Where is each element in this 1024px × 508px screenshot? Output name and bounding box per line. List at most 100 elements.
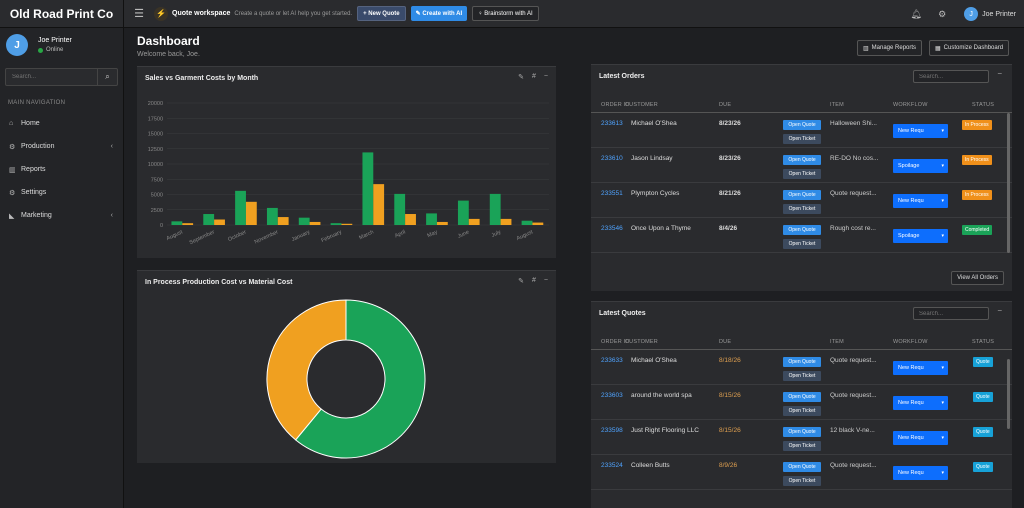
sidebar-item-home[interactable]: ⌂ Home <box>0 112 123 135</box>
open-ticket-button[interactable]: Open Ticket <box>783 406 821 416</box>
minimize-icon[interactable]: − <box>543 73 548 80</box>
new-quote-button[interactable]: + New Quote <box>357 6 406 21</box>
orders-scrollbar[interactable] <box>1007 113 1010 253</box>
sidebar-item-production[interactable]: ⚙ Production ‹ <box>0 135 123 158</box>
quotes-scrollbar[interactable] <box>1007 359 1010 429</box>
bar-series-2 <box>309 221 321 225</box>
sales-chart-title: Sales vs Garment Costs by Month <box>145 75 259 82</box>
open-quote-button[interactable]: Open Quote <box>783 190 821 200</box>
workflow-select[interactable]: New Requ ▾ <box>893 361 948 375</box>
order-id-link[interactable]: 233613 <box>601 120 623 127</box>
workflow-select[interactable]: New Requ ▾ <box>893 396 948 410</box>
x-tick-label: June <box>457 229 470 239</box>
open-ticket-button[interactable]: Open Ticket <box>783 239 821 249</box>
open-quote-button[interactable]: Open Quote <box>783 155 821 165</box>
open-ticket-button[interactable]: Open Ticket <box>783 169 821 179</box>
open-quote-button[interactable]: Open Quote <box>783 462 821 472</box>
customize-dashboard-button[interactable]: ▦ Customize Dashboard <box>929 40 1010 56</box>
brainstorm-ai-button[interactable]: ♀ Brainstorm with AI <box>472 6 539 21</box>
x-tick-label: November <box>254 229 280 245</box>
pin-icon[interactable]: # <box>532 277 536 284</box>
chevron-left-icon: ‹ <box>110 212 113 219</box>
brand-logo[interactable]: Old Road Print Co <box>0 0 124 28</box>
workflow-select[interactable]: New Requ ▾ <box>893 466 948 480</box>
order-id-link[interactable]: 233524 <box>601 462 623 469</box>
bar-series-1 <box>330 223 342 225</box>
y-tick-label: 20000 <box>148 101 163 107</box>
minimize-icon[interactable]: − <box>543 277 548 284</box>
create-with-ai-button[interactable]: ✎ Create with AI <box>410 6 468 21</box>
workflow-value: Spoilage <box>898 163 920 169</box>
order-id-link[interactable]: 233551 <box>601 190 623 197</box>
open-quote-button[interactable]: Open Quote <box>783 392 821 402</box>
workflow-value: Spoilage <box>898 233 920 239</box>
open-ticket-button[interactable]: Open Ticket <box>783 476 821 486</box>
chevron-down-icon: ▾ <box>941 435 944 441</box>
user-avatar[interactable]: J <box>964 7 979 21</box>
workflow-select[interactable]: New Requ ▾ <box>893 194 948 208</box>
order-id-link[interactable]: 233610 <box>601 155 623 162</box>
order-id-link[interactable]: 233603 <box>601 392 623 399</box>
settings-icon[interactable]: ⚙ <box>938 8 947 19</box>
avatar: J <box>6 34 28 56</box>
main-content: Dashboard Welcome back, Joe. ▥ Manage Rep… <box>124 28 1024 508</box>
item-description: Rough cost re... <box>830 225 876 232</box>
sidebar-item-reports[interactable]: ▥ Reports <box>0 158 123 181</box>
open-ticket-button[interactable]: Open Ticket <box>783 134 821 144</box>
item-description: Halloween Shi... <box>830 120 877 127</box>
chart-icon: ▥ <box>863 45 869 52</box>
table-row: 233633 Michael O'Shea 8/18/26 Open Quote Ope… <box>591 350 1012 385</box>
bar-series-2 <box>405 214 416 225</box>
item-description: 12 black V-ne... <box>830 427 875 434</box>
manage-reports-button[interactable]: ▥ Manage Reports <box>857 40 923 56</box>
col-order-id: ORDER ID <box>601 102 630 108</box>
open-ticket-button[interactable]: Open Ticket <box>783 441 821 451</box>
sales-chart-card: Sales vs Garment Costs by Month ✎ # − 0 250… <box>137 66 556 258</box>
open-quote-button[interactable]: Open Quote <box>783 120 821 130</box>
open-ticket-button[interactable]: Open Ticket <box>783 371 821 381</box>
workflow-select[interactable]: Spoilage ▾ <box>893 229 948 243</box>
orders-search-input[interactable] <box>913 70 989 83</box>
sidebar-item-settings[interactable]: ⚙ Settings <box>0 181 123 204</box>
bell-icon[interactable]: 🔔︎ <box>910 8 922 19</box>
sidebar-item-label: Home <box>21 120 40 127</box>
open-ticket-button[interactable]: Open Ticket <box>783 204 821 214</box>
customer-name: Plympton Cycles <box>631 190 680 197</box>
bar-series-1 <box>521 220 533 225</box>
donut-chart-card: In Process Production Cost vs Material C… <box>137 270 556 463</box>
minimize-icon[interactable]: − <box>997 69 1002 78</box>
customer-name: Colleen Butts <box>631 462 670 469</box>
status-badge: Quote <box>973 392 993 402</box>
menu-toggle-icon[interactable]: ☰ <box>134 8 144 20</box>
table-row: 233524 Colleen Butts 8/9/26 Open Quote Open … <box>591 455 1012 490</box>
edit-icon[interactable]: ✎ <box>518 278 524 285</box>
edit-icon[interactable]: ✎ <box>518 74 524 81</box>
col-order-id: ORDER ID <box>601 339 630 345</box>
header-divider <box>591 349 1012 350</box>
user-name[interactable]: Joe Printer <box>982 10 1016 18</box>
status-badge: Completed <box>962 225 993 235</box>
sidebar-search-input[interactable] <box>6 69 97 85</box>
workflow-select[interactable]: New Requ ▾ <box>893 431 948 445</box>
workflow-select[interactable]: Spoilage ▾ <box>893 159 948 173</box>
search-icon[interactable]: ⌕ <box>97 69 117 85</box>
minimize-icon[interactable]: − <box>997 306 1002 315</box>
order-id-link[interactable]: 233633 <box>601 357 623 364</box>
order-id-link[interactable]: 233598 <box>601 427 623 434</box>
due-date: 8/18/26 <box>719 357 741 364</box>
y-tick-label: 2500 <box>151 208 163 214</box>
open-quote-button[interactable]: Open Quote <box>783 357 821 367</box>
pin-icon[interactable]: # <box>532 73 536 80</box>
open-quote-button[interactable]: Open Quote <box>783 225 821 235</box>
cogs-icon: ⚙ <box>9 143 16 151</box>
quotes-search-input[interactable] <box>913 307 989 320</box>
table-row: 233551 Plympton Cycles 8/21/26 Open Quote Op… <box>591 183 1012 218</box>
open-quote-button[interactable]: Open Quote <box>783 427 821 437</box>
sidebar-item-marketing[interactable]: ◣ Marketing ‹ <box>0 204 123 227</box>
order-id-link[interactable]: 233546 <box>601 225 623 232</box>
bar-series-1 <box>457 200 469 225</box>
x-tick-label: May <box>426 229 438 239</box>
view-all-orders-button[interactable]: View All Orders <box>951 271 1004 285</box>
workflow-select[interactable]: New Requ ▾ <box>893 124 948 138</box>
item-description: Quote request... <box>830 190 877 197</box>
